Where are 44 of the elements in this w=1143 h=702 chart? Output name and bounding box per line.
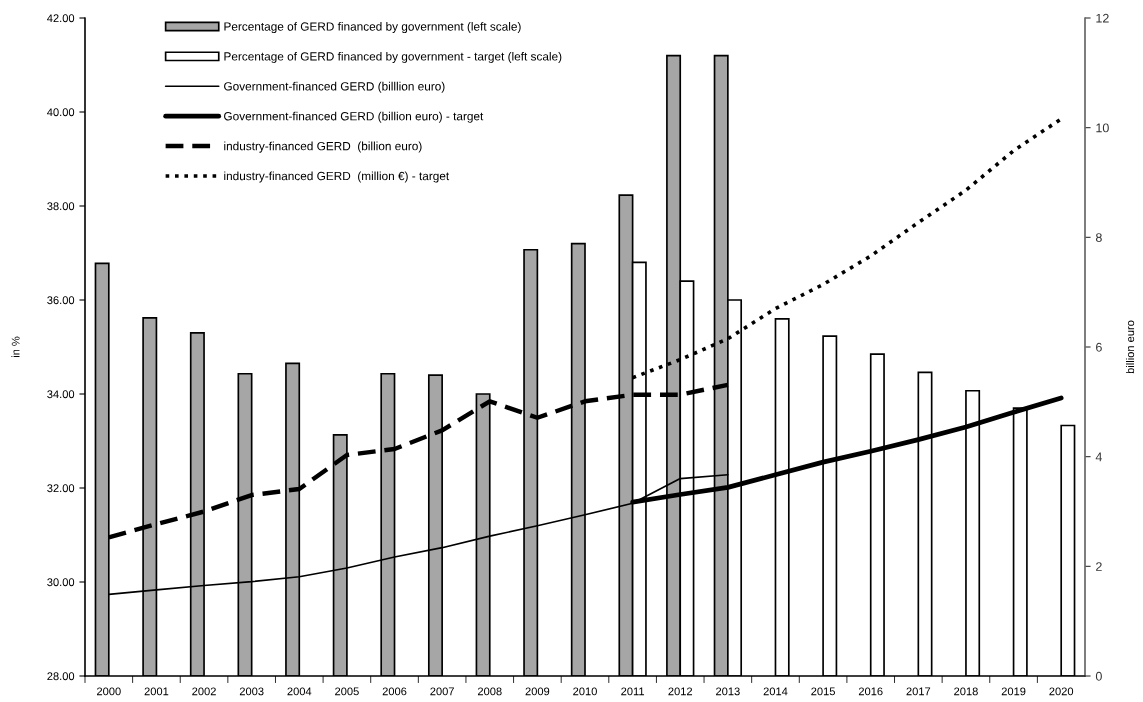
x-tick-label: 2009 bbox=[525, 687, 550, 696]
y-tick-label: 36.00 bbox=[47, 296, 75, 305]
x-tick-label: 2002 bbox=[192, 687, 216, 696]
y2-axis-title: billion euro bbox=[1125, 320, 1135, 374]
x-tick-label: 2000 bbox=[97, 687, 121, 696]
x-tick-label: 2013 bbox=[716, 687, 740, 696]
x-tick-label: 2011 bbox=[621, 687, 645, 696]
x-tick-label: 2018 bbox=[954, 687, 978, 696]
x-tick-label: 2016 bbox=[858, 687, 883, 696]
x-tick-label: 2010 bbox=[573, 687, 597, 696]
y2-tick-label: 4 bbox=[1095, 452, 1102, 462]
legend-label: Government-financed GERD (billion euro) - target bbox=[224, 111, 484, 123]
x-tick-label: 2014 bbox=[763, 687, 788, 696]
y2-tick-label: 0 bbox=[1095, 671, 1102, 681]
x-tick-label: 2015 bbox=[811, 687, 835, 696]
y2-tick-label: 8 bbox=[1095, 233, 1102, 242]
legend-label: industry-financed GERD (million €) - target bbox=[224, 171, 450, 183]
x-tick-label: 2020 bbox=[1049, 687, 1074, 696]
y-tick-label: 32.00 bbox=[47, 484, 75, 493]
x-tick-label: 2008 bbox=[477, 687, 502, 696]
y-tick-label: 38.00 bbox=[47, 202, 75, 211]
x-tick-label: 2001 bbox=[144, 687, 169, 696]
y2-tick-label: 2 bbox=[1096, 562, 1102, 571]
y-axis-title: in % bbox=[11, 336, 20, 358]
legend-label: industry-financed GERD (billion euro) bbox=[224, 141, 422, 153]
y-tick-label: 30.00 bbox=[47, 578, 75, 587]
legend-label: Percentage of GERD financed by government - target (left scale) bbox=[224, 51, 562, 63]
legend-label: Percentage of GERD financed by government (left scale) bbox=[224, 22, 521, 34]
x-tick-label: 2005 bbox=[335, 687, 359, 696]
y-tick-label: 34.00 bbox=[47, 390, 75, 399]
x-tick-label: 2017 bbox=[906, 687, 931, 696]
x-tick-label: 2007 bbox=[430, 687, 454, 696]
y-tick-label: 42.00 bbox=[47, 14, 75, 23]
legend-label: Government-financed GERD (billlion euro) bbox=[224, 81, 445, 93]
x-tick-label: 2006 bbox=[382, 687, 407, 696]
y2-tick-label: 12 bbox=[1096, 13, 1109, 23]
y-tick-label: 28.00 bbox=[47, 672, 75, 681]
x-tick-label: 2003 bbox=[239, 687, 264, 696]
x-tick-label: 2012 bbox=[668, 687, 693, 696]
y-tick-label: 40.00 bbox=[47, 108, 75, 117]
x-tick-label: 2019 bbox=[1001, 687, 1026, 696]
y2-tick-label: 10 bbox=[1096, 123, 1109, 133]
y2-tick-label: 6 bbox=[1096, 342, 1102, 352]
x-tick-label: 2004 bbox=[287, 687, 312, 696]
